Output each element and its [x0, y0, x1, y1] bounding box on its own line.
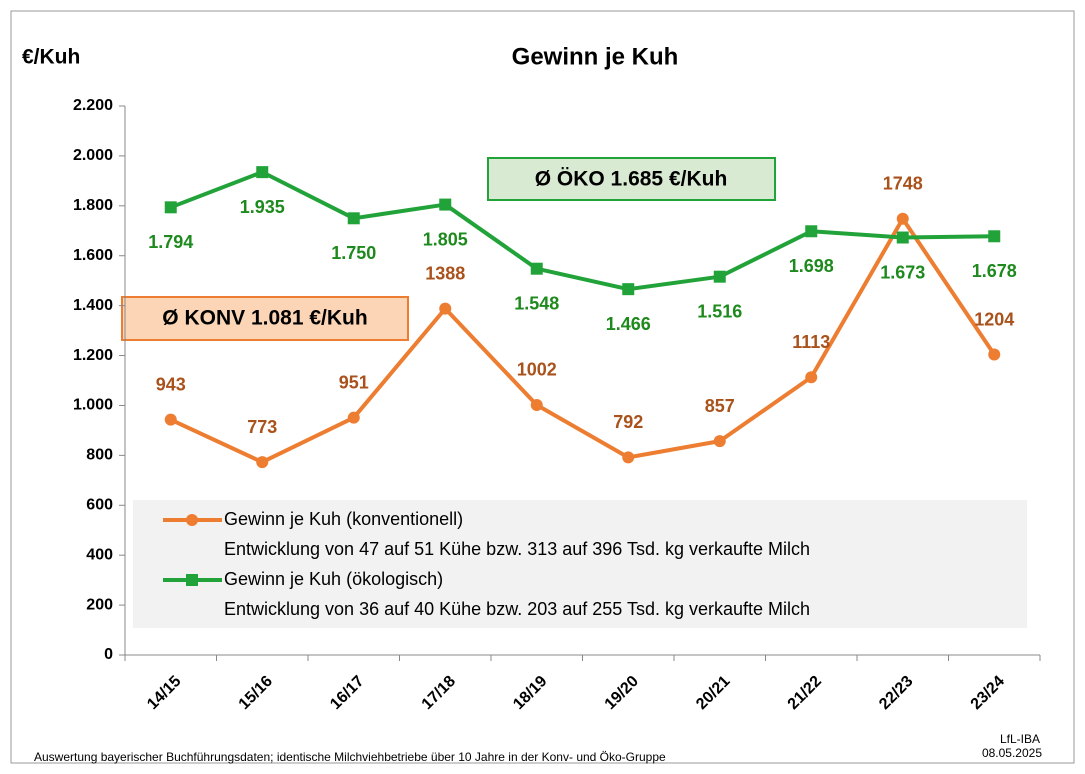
data-label: 1.466	[606, 314, 651, 334]
marker	[988, 230, 1001, 243]
y-tick-label: 1.200	[73, 347, 113, 364]
y-tick-label: 1.600	[73, 247, 113, 264]
data-label: 943	[156, 374, 186, 394]
y-tick-label: 600	[86, 496, 113, 513]
data-label: 1.794	[148, 232, 193, 252]
marker	[530, 262, 543, 275]
y-tick-label: 2.200	[73, 97, 113, 114]
y-tick-label: 2.000	[73, 147, 113, 164]
y-tick-label: 1.400	[73, 297, 113, 314]
marker	[164, 413, 177, 426]
marker	[256, 456, 269, 469]
marker	[622, 451, 635, 464]
data-label: 951	[339, 372, 369, 392]
marker	[713, 270, 726, 283]
data-label: 1.673	[880, 262, 925, 282]
y-tick-label: 1.000	[73, 397, 113, 414]
marker	[622, 283, 635, 296]
annotation: Ø KONV 1.081 €/Kuh	[162, 307, 367, 330]
chart-frame	[10, 10, 1075, 764]
y-axis-label: €/Kuh	[22, 46, 80, 69]
y-tick-label: 800	[86, 447, 113, 464]
y-tick-label: 200	[86, 596, 113, 613]
series-line	[170, 170, 995, 292]
series-line	[169, 216, 996, 465]
data-label: 857	[705, 396, 735, 416]
annotation-box	[487, 157, 776, 201]
legend-description: Entwicklung von 47 auf 51 Kühe bzw. 313 …	[224, 539, 810, 559]
source: LfL-IBA	[1000, 732, 1040, 746]
legend-description: Entwicklung von 36 auf 40 Kühe bzw. 203 …	[224, 599, 810, 619]
chart-title: Gewinn je Kuh	[512, 43, 679, 70]
data-label: 1.935	[240, 197, 285, 217]
data-label: 1002	[517, 360, 557, 380]
y-tick-label: 0	[104, 646, 113, 663]
marker	[347, 212, 360, 225]
data-label: 1.750	[331, 243, 376, 263]
data-label: 1.516	[697, 301, 742, 321]
marker	[805, 225, 818, 238]
marker	[896, 212, 909, 225]
data-label: 1388	[425, 263, 465, 283]
marker	[988, 348, 1001, 361]
annotation: Ø ÖKO 1.685 €/Kuh	[535, 168, 728, 191]
marker	[256, 166, 269, 179]
data-label: 1113	[792, 332, 830, 352]
legend-marker	[186, 574, 198, 586]
legend-label: Gewinn je Kuh (konventionell)	[224, 509, 463, 529]
marker	[347, 411, 360, 424]
marker	[164, 201, 177, 214]
data-label: 1.698	[789, 256, 834, 276]
data-label: 792	[613, 412, 643, 432]
marker	[713, 435, 726, 448]
marker	[439, 302, 452, 315]
data-label: 1204	[974, 309, 1014, 329]
data-label: 1.548	[514, 293, 559, 313]
annotation-box	[121, 296, 409, 341]
y-tick-label: 1.800	[73, 197, 113, 214]
marker	[439, 198, 452, 211]
legend-box	[133, 500, 1027, 628]
marker	[530, 398, 543, 411]
legend-label: Gewinn je Kuh (ökologisch)	[224, 569, 443, 589]
data-label: 1748	[883, 174, 923, 194]
legend-marker	[186, 514, 198, 526]
y-tick-label: 400	[86, 546, 113, 563]
data-label: 1.805	[423, 229, 468, 249]
data-label: 773	[247, 417, 277, 437]
footnote: Auswertung bayerischer Buchführungsdaten…	[34, 750, 666, 764]
data-label: 1.678	[972, 261, 1017, 281]
marker	[805, 371, 818, 384]
marker	[896, 231, 909, 244]
date: 08.05.2025	[982, 746, 1042, 760]
